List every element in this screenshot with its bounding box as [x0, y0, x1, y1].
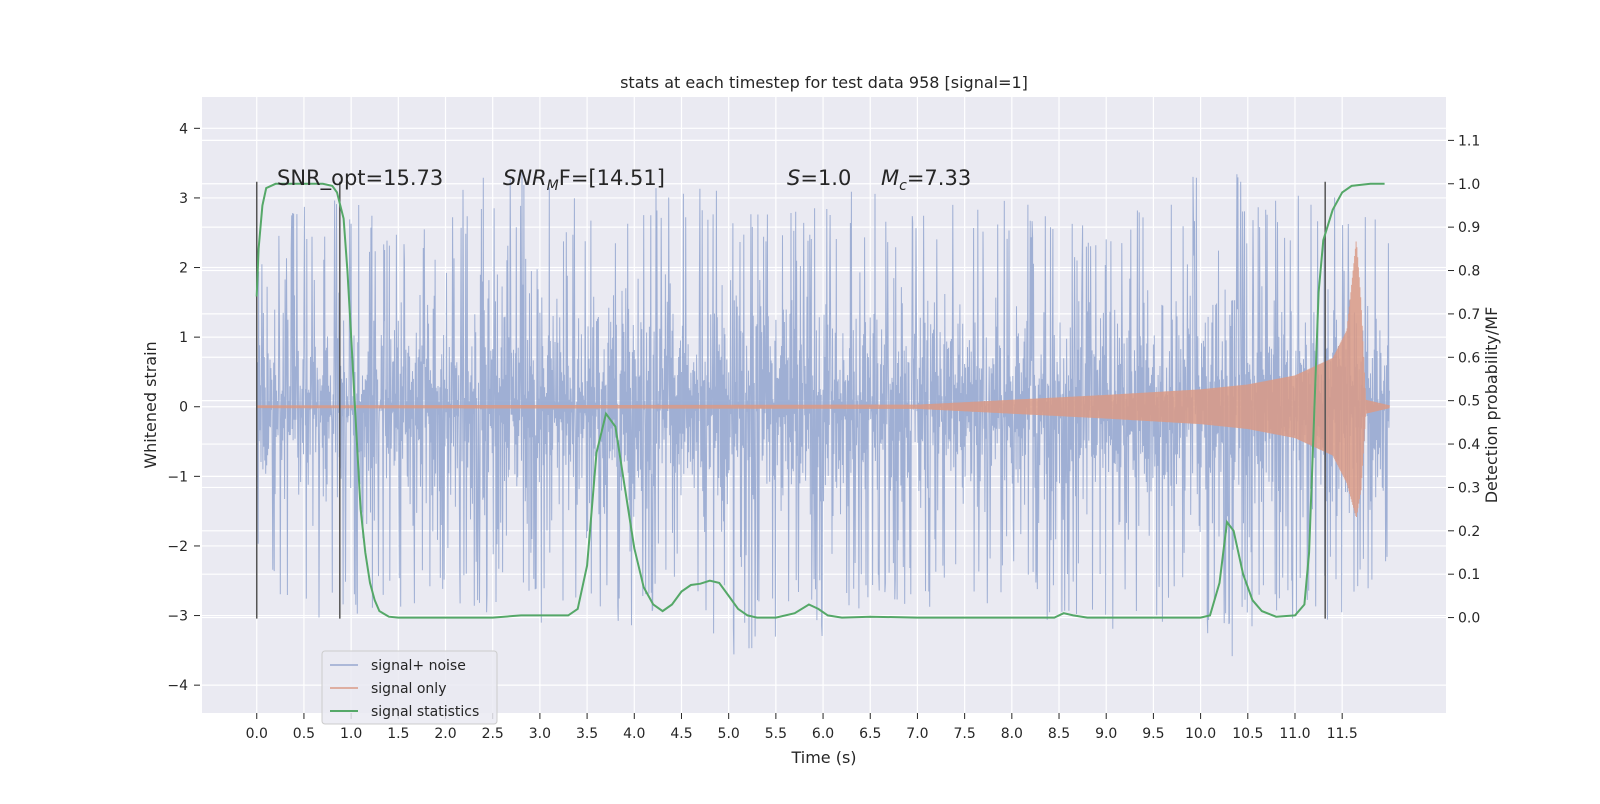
y-tick-label: 0 — [179, 400, 188, 416]
y-tick-label: −1 — [167, 469, 188, 485]
y2-tick-label: 0.6 — [1458, 350, 1480, 366]
annotation-snr-mf-sub: M — [547, 178, 559, 194]
y2-tick-label: 0.7 — [1458, 307, 1480, 323]
annotation-s-main: S — [787, 166, 800, 190]
y2-tick-label: 1.1 — [1458, 133, 1480, 149]
x-tick-label: 8.0 — [1001, 726, 1023, 742]
annotation-snr-mf-main: SNR — [503, 166, 547, 190]
x-tick-label: 0.5 — [293, 726, 315, 742]
y2-tick-label: 0.8 — [1458, 264, 1480, 280]
x-tick-label: 3.5 — [576, 726, 598, 742]
y2-tick-label: 0.3 — [1458, 480, 1480, 496]
series-signal-only — [256, 241, 1390, 518]
y-tick-label: 1 — [179, 330, 188, 346]
annotation-snr-opt: SNR_opt=15.73 — [277, 166, 443, 191]
annotation-mc: Mc=7.33 — [881, 166, 971, 194]
y2-tick-label: 0.9 — [1458, 220, 1480, 236]
annotation-mc-main: M — [881, 166, 899, 190]
x-tick-label: 1.0 — [340, 726, 362, 742]
annotation-s: S=1.0 — [787, 166, 851, 190]
x-tick-label: 7.0 — [906, 726, 928, 742]
x-tick-label: 10.0 — [1185, 726, 1216, 742]
x-tick-label: 7.5 — [954, 726, 976, 742]
y2-axis-label: Detection probability/MF — [1482, 307, 1501, 504]
x-tick-label: 8.5 — [1048, 726, 1070, 742]
y-tick-label: −4 — [167, 678, 188, 694]
y2-tick-label: 0.2 — [1458, 524, 1480, 540]
annotation-snr-mf: SNRMF=[14.51] — [503, 166, 665, 194]
x-tick-label: 0.0 — [246, 726, 268, 742]
annotation-mc-sub: c — [899, 178, 907, 194]
legend: signal+ noise signal only signal statist… — [321, 650, 498, 725]
x-axis-label: Time (s) — [790, 748, 856, 767]
legend-label-signal-only: signal only — [371, 681, 446, 697]
x-tick-label: 2.0 — [434, 726, 456, 742]
annotations: SNR_opt=15.73 SNRMF=[14.51] S=1.0 Mc=7.3… — [277, 166, 971, 194]
x-tick-label: 6.5 — [859, 726, 881, 742]
x-tick-label: 11.0 — [1279, 726, 1310, 742]
x-tick-label: 9.5 — [1142, 726, 1164, 742]
x-tick-label: 5.5 — [765, 726, 787, 742]
x-tick-label: 4.0 — [623, 726, 645, 742]
x-tick-label: 6.0 — [812, 726, 834, 742]
x-tick-label: 11.5 — [1327, 726, 1358, 742]
x-tick-label: 9.0 — [1095, 726, 1117, 742]
legend-label-signal-plus-noise: signal+ noise — [371, 658, 466, 674]
chart-title: stats at each timestep for test data 958… — [620, 73, 1028, 92]
x-tick-label: 1.5 — [387, 726, 409, 742]
y2-tick-label: 0.0 — [1458, 611, 1480, 627]
series-signal-statistics — [255, 182, 1385, 619]
y2-tick-label: 0.1 — [1458, 567, 1480, 583]
x-tick-label: 10.5 — [1232, 726, 1263, 742]
annotation-s-rest: =1.0 — [800, 166, 851, 190]
annotation-mc-rest: =7.33 — [907, 166, 971, 190]
legend-label-signal-statistics: signal statistics — [371, 704, 479, 720]
y-tick-label: 3 — [179, 191, 188, 207]
y2-tick-label: 1.0 — [1458, 177, 1480, 193]
legend-box — [321, 650, 498, 725]
annotation-snr-mf-rest: F=[14.51] — [559, 166, 665, 190]
y2-tick-label: 0.4 — [1458, 437, 1480, 453]
y-tick-label: 4 — [179, 121, 188, 137]
y-tick-label: 2 — [179, 261, 188, 277]
y2-tick-label: 0.5 — [1458, 394, 1480, 410]
vertical-markers — [255, 181, 1326, 619]
series-layer — [256, 170, 1390, 657]
y-tick-label: −3 — [167, 609, 188, 625]
y-tick-label: −2 — [167, 539, 188, 555]
y-axis-label: Whitened strain — [141, 341, 160, 468]
x-tick-label: 3.0 — [529, 726, 551, 742]
x-tick-label: 5.0 — [718, 726, 740, 742]
x-tick-label: 2.5 — [482, 726, 504, 742]
x-tick-label: 4.5 — [670, 726, 692, 742]
tick-layer: 0.0 0.5 1.0 1.5 2.0 2.5 3.0 3.5 4.0 4.5 5.0 5.5 6.0 6… — [167, 121, 1480, 742]
